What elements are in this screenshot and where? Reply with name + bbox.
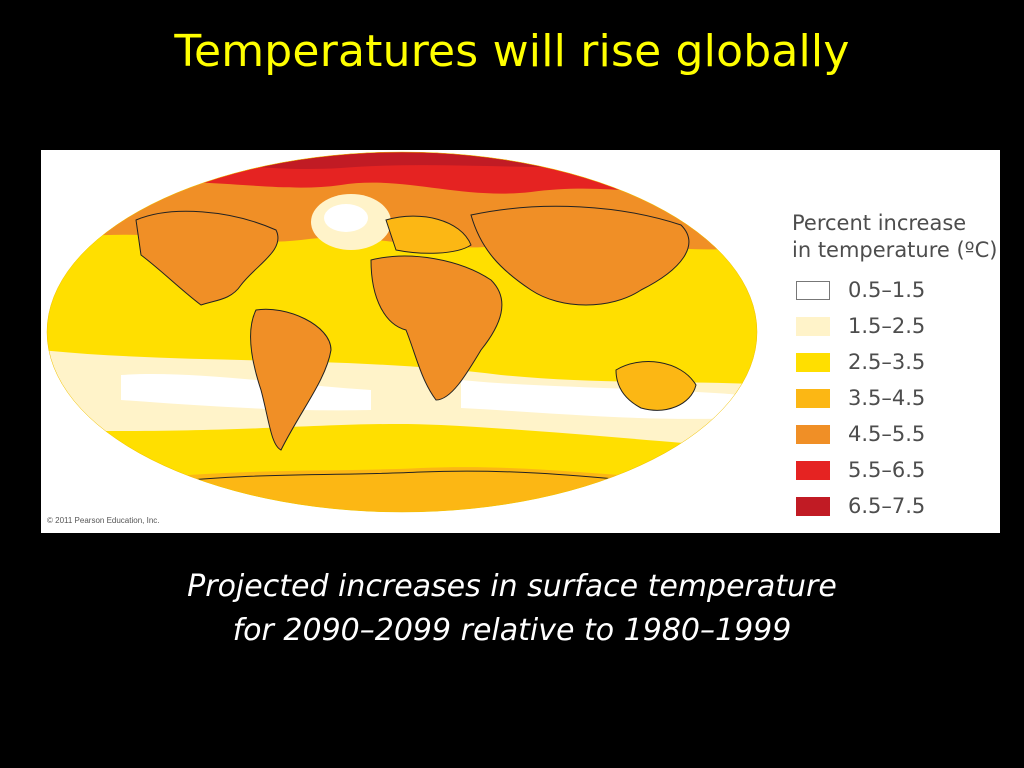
legend-swatch	[796, 281, 830, 300]
north-america-shape	[135, 210, 279, 306]
legend-title-line1: Percent increase	[792, 211, 967, 235]
legend-swatch	[796, 497, 830, 516]
legend-label: 4.5–5.5	[848, 422, 926, 446]
legend-label: 5.5–6.5	[848, 458, 926, 482]
legend-swatch	[796, 317, 830, 336]
africa-shape	[370, 255, 503, 401]
legend-swatch	[796, 353, 830, 372]
slide-caption: Projected increases in surface temperatu…	[0, 565, 1024, 653]
southern-ocean-zone	[47, 350, 757, 450]
cool-zone-indian-ocean	[461, 380, 741, 419]
asia-shape	[470, 205, 690, 306]
legend-label: 3.5–4.5	[848, 386, 926, 410]
australia-shape	[615, 361, 697, 411]
world-temperature-map	[46, 151, 758, 513]
legend-title-line2: in temperature (ºC)	[792, 238, 998, 262]
legend-label: 1.5–2.5	[848, 314, 926, 338]
legend-swatch	[796, 425, 830, 444]
caption-line2: for 2090–2099 relative to 1980–1999	[232, 613, 792, 648]
south-america-shape	[250, 308, 332, 451]
legend-label: 2.5–3.5	[848, 350, 926, 374]
caption-line1: Projected increases in surface temperatu…	[187, 569, 837, 604]
europe-shape	[385, 215, 472, 254]
antarctica-zone	[131, 467, 691, 512]
legend-label: 6.5–7.5	[848, 494, 926, 518]
legend-swatch	[796, 461, 830, 480]
slide-title: Temperatures will rise globally	[174, 26, 850, 77]
legend-swatch	[796, 389, 830, 408]
legend-label: 0.5–1.5	[848, 278, 926, 302]
antarctica-coast	[140, 470, 682, 486]
map-figure: Percent increase in temperature (ºC) 0.5…	[41, 150, 1000, 533]
legend-title: Percent increase in temperature (ºC)	[792, 210, 997, 264]
copyright-text: © 2011 Pearson Education, Inc.	[47, 516, 160, 525]
